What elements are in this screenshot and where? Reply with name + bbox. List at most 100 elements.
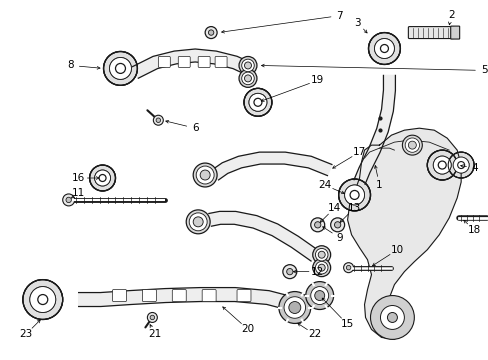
Text: 1: 1 <box>375 180 382 190</box>
Circle shape <box>330 218 344 232</box>
FancyBboxPatch shape <box>198 57 210 67</box>
Circle shape <box>241 59 254 72</box>
FancyBboxPatch shape <box>407 27 453 39</box>
Circle shape <box>147 312 157 323</box>
Circle shape <box>318 251 325 258</box>
Circle shape <box>386 312 397 323</box>
FancyBboxPatch shape <box>450 26 459 39</box>
Circle shape <box>241 72 254 85</box>
Text: 14: 14 <box>327 203 341 213</box>
Text: 4: 4 <box>471 163 477 173</box>
Text: 20: 20 <box>241 324 254 334</box>
FancyBboxPatch shape <box>202 289 216 302</box>
Text: 9: 9 <box>336 233 342 243</box>
Circle shape <box>109 58 131 80</box>
Circle shape <box>30 287 56 312</box>
Text: 11: 11 <box>72 188 85 198</box>
FancyBboxPatch shape <box>237 289 250 302</box>
Text: 8: 8 <box>67 60 74 71</box>
Circle shape <box>150 315 154 320</box>
Circle shape <box>374 39 394 58</box>
FancyBboxPatch shape <box>158 57 170 67</box>
Circle shape <box>156 118 160 122</box>
Text: 18: 18 <box>467 225 480 235</box>
Text: 24: 24 <box>317 180 331 190</box>
Circle shape <box>310 287 328 305</box>
Circle shape <box>447 152 473 178</box>
Circle shape <box>239 57 256 75</box>
Polygon shape <box>208 211 318 261</box>
Text: 15: 15 <box>340 319 353 329</box>
Circle shape <box>380 306 404 329</box>
Circle shape <box>318 264 325 271</box>
Circle shape <box>405 138 419 152</box>
Circle shape <box>153 115 163 125</box>
Circle shape <box>284 297 305 318</box>
Text: 16: 16 <box>72 173 85 183</box>
Polygon shape <box>211 152 331 180</box>
Circle shape <box>344 185 364 205</box>
Text: 17: 17 <box>352 147 366 157</box>
Circle shape <box>23 280 62 319</box>
Text: 6: 6 <box>191 123 198 133</box>
Circle shape <box>407 141 415 149</box>
Circle shape <box>432 156 450 174</box>
Text: 5: 5 <box>480 66 487 76</box>
Circle shape <box>244 88 271 116</box>
Circle shape <box>282 265 296 279</box>
Circle shape <box>193 217 203 227</box>
Circle shape <box>368 32 400 64</box>
Circle shape <box>427 150 456 180</box>
Circle shape <box>94 170 110 186</box>
FancyBboxPatch shape <box>215 57 226 67</box>
Circle shape <box>244 75 251 82</box>
Circle shape <box>370 296 413 339</box>
Text: 21: 21 <box>148 329 162 339</box>
Circle shape <box>62 194 75 206</box>
Circle shape <box>89 165 115 191</box>
Circle shape <box>312 246 330 264</box>
Circle shape <box>193 163 217 187</box>
Text: 23: 23 <box>19 329 32 339</box>
Text: 12: 12 <box>310 267 324 276</box>
Circle shape <box>244 62 251 69</box>
Circle shape <box>205 27 217 39</box>
Circle shape <box>314 222 320 228</box>
Text: 10: 10 <box>390 245 403 255</box>
Text: 3: 3 <box>353 18 360 28</box>
Text: 22: 22 <box>307 329 321 339</box>
Circle shape <box>286 269 292 275</box>
Circle shape <box>338 179 370 211</box>
Circle shape <box>200 170 210 180</box>
FancyBboxPatch shape <box>112 289 126 302</box>
Circle shape <box>189 213 207 231</box>
Circle shape <box>315 261 327 274</box>
Circle shape <box>310 218 324 232</box>
Circle shape <box>66 197 71 203</box>
Circle shape <box>452 157 468 173</box>
FancyBboxPatch shape <box>178 57 190 67</box>
Text: 13: 13 <box>347 203 361 213</box>
Circle shape <box>239 69 256 87</box>
Polygon shape <box>347 128 460 339</box>
Circle shape <box>278 292 310 323</box>
Text: 7: 7 <box>336 11 342 21</box>
Polygon shape <box>353 75 395 184</box>
Circle shape <box>208 30 213 35</box>
Circle shape <box>103 51 137 85</box>
Circle shape <box>305 282 333 310</box>
Circle shape <box>346 265 350 270</box>
Circle shape <box>248 93 266 111</box>
Circle shape <box>334 222 340 228</box>
FancyBboxPatch shape <box>142 289 156 302</box>
Circle shape <box>315 248 327 261</box>
Circle shape <box>343 263 353 273</box>
Circle shape <box>186 210 210 234</box>
Polygon shape <box>79 288 296 311</box>
Circle shape <box>314 291 324 301</box>
Text: 2: 2 <box>447 10 453 20</box>
Polygon shape <box>132 49 250 78</box>
Circle shape <box>312 259 330 276</box>
Circle shape <box>402 135 422 155</box>
FancyBboxPatch shape <box>172 289 186 302</box>
